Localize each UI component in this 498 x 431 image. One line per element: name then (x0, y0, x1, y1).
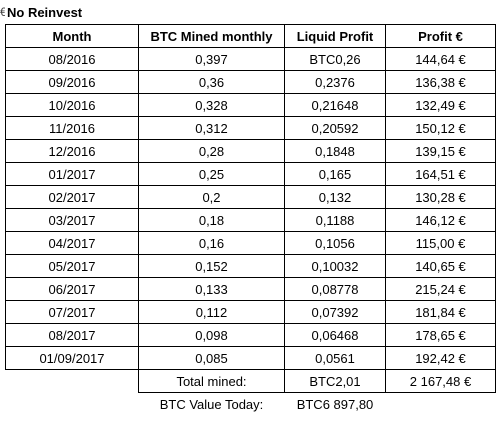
cell-month[interactable]: 08/2016 (5, 47, 139, 71)
cell-liquid-profit[interactable]: 0,1188 (284, 208, 386, 232)
cell-profit-eur[interactable]: 139,15 € (385, 139, 496, 163)
cell-btc-mined[interactable]: 0,328 (138, 93, 285, 117)
cell-month[interactable]: 11/2016 (5, 116, 139, 140)
cell-btc-mined[interactable]: 0,25 (138, 162, 285, 186)
cell-profit-eur[interactable]: 150,12 € (385, 116, 496, 140)
cell-btc-mined[interactable]: 0,397 (138, 47, 285, 71)
cell-btc-mined[interactable]: 0,152 (138, 254, 285, 278)
cell-liquid-profit[interactable]: 0,132 (284, 185, 386, 209)
cell-month[interactable]: 10/2016 (5, 93, 139, 117)
cell-btc-mined[interactable]: 0,36 (138, 70, 285, 94)
header-month[interactable]: Month (5, 24, 139, 48)
cell-month[interactable]: 12/2016 (5, 139, 139, 163)
empty-cell[interactable] (6, 370, 139, 393)
table-row: 03/2017 0,18 0,1188 146,12 € (5, 208, 496, 232)
cell-btc-mined[interactable]: 0,28 (138, 139, 285, 163)
empty-cell[interactable] (386, 393, 496, 416)
cell-month[interactable]: 08/2017 (5, 323, 139, 347)
cell-liquid-profit[interactable]: 0,20592 (284, 116, 386, 140)
table-row: 05/2017 0,152 0,10032 140,65 € (5, 254, 496, 278)
table-row: 02/2017 0,2 0,132 130,28 € (5, 185, 496, 209)
header-liquid-profit[interactable]: Liquid Profit (284, 24, 386, 48)
value-today-label[interactable]: BTC Value Today: (138, 392, 285, 416)
table-row: 01/09/2017 0,085 0,0561 192,42 € (5, 346, 496, 370)
table-row: 04/2017 0,16 0,1056 115,00 € (5, 231, 496, 255)
cell-btc-mined[interactable]: 0,098 (138, 323, 285, 347)
cell-liquid-profit[interactable]: 0,21648 (284, 93, 386, 117)
cell-liquid-profit[interactable]: 0,2376 (284, 70, 386, 94)
cell-profit-eur[interactable]: 140,65 € (385, 254, 496, 278)
value-today-value[interactable]: BTC6 897,80 (284, 392, 386, 416)
table-row: 09/2016 0,36 0,2376 136,38 € (5, 70, 496, 94)
cell-liquid-profit[interactable]: 0,1056 (284, 231, 386, 255)
totals-row: Total mined: BTC2,01 2 167,48 € (6, 369, 496, 393)
totals-profit[interactable]: 2 167,48 € (385, 369, 496, 393)
cell-profit-eur[interactable]: 192,42 € (385, 346, 496, 370)
cell-month[interactable]: 07/2017 (5, 300, 139, 324)
cell-liquid-profit[interactable]: 0,08778 (284, 277, 386, 301)
cell-profit-eur[interactable]: 181,84 € (385, 300, 496, 324)
cell-profit-eur[interactable]: 144,64 € (385, 47, 496, 71)
mining-table: Month BTC Mined monthly Liquid Profit Pr… (5, 24, 496, 416)
table-row: 11/2016 0,312 0,20592 150,12 € (5, 116, 496, 140)
value-today-row: BTC Value Today: BTC6 897,80 (6, 392, 496, 416)
header-row: Month BTC Mined monthly Liquid Profit Pr… (5, 24, 496, 48)
cell-btc-mined[interactable]: 0,18 (138, 208, 285, 232)
cell-profit-eur[interactable]: 164,51 € (385, 162, 496, 186)
cell-liquid-profit[interactable]: 0,06468 (284, 323, 386, 347)
cell-profit-eur[interactable]: 136,38 € (385, 70, 496, 94)
title-row: € No Reinvest (0, 0, 498, 24)
cell-liquid-profit[interactable]: 0,10032 (284, 254, 386, 278)
cell-btc-mined[interactable]: 0,2 (138, 185, 285, 209)
table-row: 08/2016 0,397 BTC0,26 144,64 € (5, 47, 496, 71)
cell-month[interactable]: 09/2016 (5, 70, 139, 94)
table-row: 12/2016 0,28 0,1848 139,15 € (5, 139, 496, 163)
cell-liquid-profit[interactable]: 0,165 (284, 162, 386, 186)
cell-liquid-profit[interactable]: 0,07392 (284, 300, 386, 324)
cell-profit-eur[interactable]: 178,65 € (385, 323, 496, 347)
cell-profit-eur[interactable]: 130,28 € (385, 185, 496, 209)
cell-month[interactable]: 06/2017 (5, 277, 139, 301)
cell-profit-eur[interactable]: 132,49 € (385, 93, 496, 117)
totals-label[interactable]: Total mined: (138, 369, 285, 393)
table-row: 06/2017 0,133 0,08778 215,24 € (5, 277, 496, 301)
cell-profit-eur[interactable]: 146,12 € (385, 208, 496, 232)
table-row: 10/2016 0,328 0,21648 132,49 € (5, 93, 496, 117)
cell-month[interactable]: 03/2017 (5, 208, 139, 232)
cell-liquid-profit[interactable]: BTC0,26 (284, 47, 386, 71)
cell-btc-mined[interactable]: 0,16 (138, 231, 285, 255)
edge-glyph: € (0, 5, 5, 19)
cell-btc-mined[interactable]: 0,312 (138, 116, 285, 140)
cell-liquid-profit[interactable]: 0,0561 (284, 346, 386, 370)
table-row: 07/2017 0,112 0,07392 181,84 € (5, 300, 496, 324)
table-row: 08/2017 0,098 0,06468 178,65 € (5, 323, 496, 347)
header-btc-mined[interactable]: BTC Mined monthly (138, 24, 285, 48)
cell-liquid-profit[interactable]: 0,1848 (284, 139, 386, 163)
cell-month[interactable]: 05/2017 (5, 254, 139, 278)
totals-btc[interactable]: BTC2,01 (284, 369, 386, 393)
cell-month[interactable]: 01/2017 (5, 162, 139, 186)
empty-cell[interactable] (6, 393, 139, 416)
cell-month[interactable]: 04/2017 (5, 231, 139, 255)
cell-month[interactable]: 01/09/2017 (5, 346, 139, 370)
cell-btc-mined[interactable]: 0,085 (138, 346, 285, 370)
sheet-title[interactable]: No Reinvest (7, 4, 83, 20)
cell-btc-mined[interactable]: 0,112 (138, 300, 285, 324)
header-profit-eur[interactable]: Profit € (385, 24, 496, 48)
table-row: 01/2017 0,25 0,165 164,51 € (5, 162, 496, 186)
cell-month[interactable]: 02/2017 (5, 185, 139, 209)
cell-profit-eur[interactable]: 115,00 € (385, 231, 496, 255)
cell-profit-eur[interactable]: 215,24 € (385, 277, 496, 301)
cell-btc-mined[interactable]: 0,133 (138, 277, 285, 301)
